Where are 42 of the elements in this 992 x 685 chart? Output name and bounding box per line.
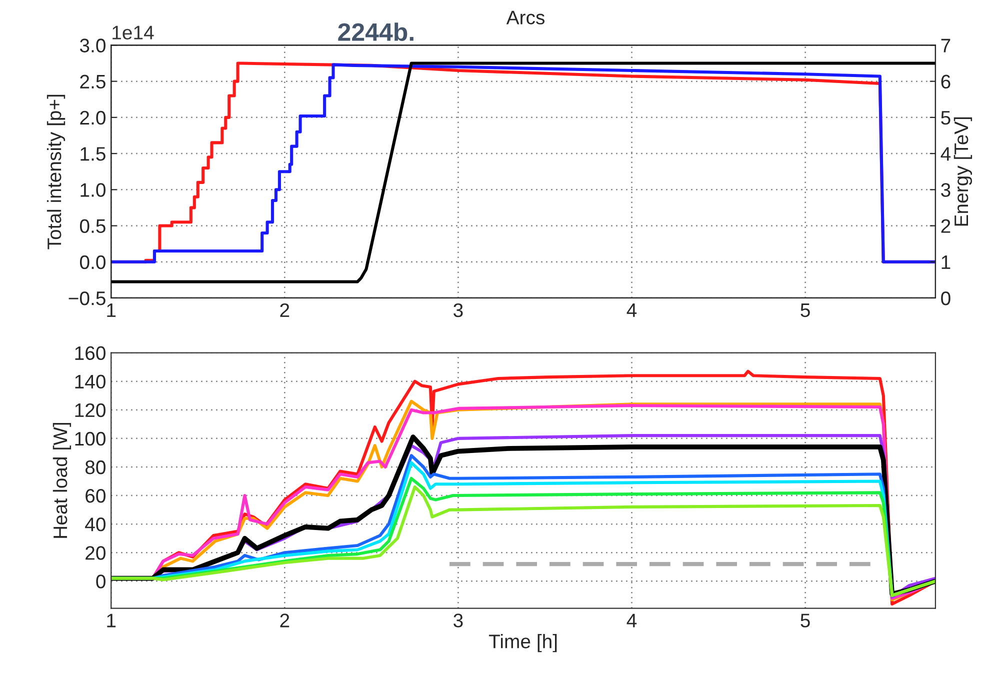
y-tick-label: 3.0 — [80, 38, 106, 52]
y-tick-label: 140 — [75, 374, 106, 389]
y-tick-label: 60 — [86, 488, 106, 503]
y2-tick-label: 6 — [941, 74, 950, 89]
y2-tick-label: 0 — [941, 291, 950, 306]
y2-tick-label: 3 — [941, 183, 950, 197]
x-tick-label: 3 — [454, 303, 463, 318]
y-tick-label: 0.5 — [80, 219, 106, 233]
y2-tick-label: 2 — [941, 219, 950, 233]
x-tick-label: 1 — [107, 614, 116, 628]
y-tick-label: 0.0 — [80, 255, 106, 270]
chart-title: Arcs — [506, 10, 545, 24]
y-tick-label: 1.5 — [80, 147, 106, 161]
y-tick-label: 120 — [75, 403, 106, 418]
x-tick-label: 4 — [626, 614, 637, 628]
y2-tick-label: 1 — [942, 256, 950, 269]
text: 1e14 — [112, 26, 154, 40]
y2-axis-title: Energy [TeV] — [954, 117, 972, 226]
x-axis-title: Time [h] — [488, 634, 557, 652]
text: 2244b. — [338, 22, 414, 41]
y-tick-label: 80 — [85, 460, 106, 474]
y2-tick-label: 7 — [941, 38, 950, 52]
x-tick-label: 2 — [280, 614, 290, 628]
x-tick-label: 2 — [280, 303, 290, 317]
x-tick-label: 1 — [107, 304, 116, 317]
x-tick-label: 3 — [454, 614, 463, 628]
y-axis-title: Heat load [W] — [52, 423, 72, 538]
y-axis-title: Total intensity [p+] — [46, 94, 66, 250]
y-tick-label: −0.5 — [68, 291, 106, 306]
y-tick-label: 2.5 — [80, 74, 106, 89]
y-tick-label: 20 — [86, 546, 106, 560]
x-tick-label: 5 — [800, 614, 810, 628]
y-tick-label: 1.0 — [80, 183, 106, 197]
y2-tick-label: 4 — [940, 147, 951, 161]
y-tick-label: 0 — [96, 574, 106, 588]
y2-tick-label: 5 — [941, 111, 950, 125]
x-tick-label: 4 — [626, 304, 637, 317]
y-tick-label: 160 — [75, 346, 106, 360]
y-tick-label: 40 — [85, 518, 106, 532]
y-tick-label: 2.0 — [80, 110, 106, 125]
y-tick-label: 100 — [75, 432, 106, 446]
x-tick-label: 5 — [800, 304, 810, 318]
